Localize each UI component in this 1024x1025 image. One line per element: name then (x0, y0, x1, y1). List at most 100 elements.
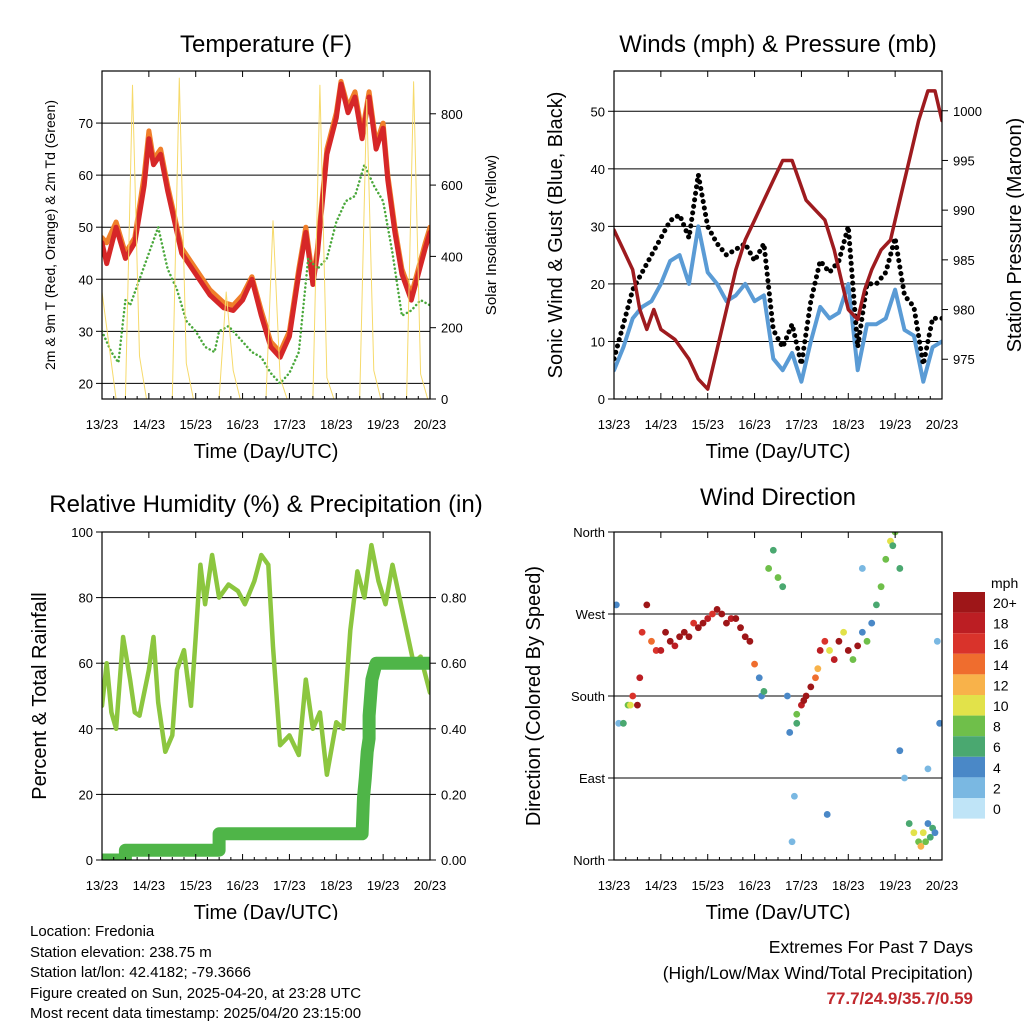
chart-direction (608, 531, 985, 861)
chart-title: Temperature (F) (180, 31, 352, 58)
y-tick-label: 60 (79, 656, 93, 671)
x-axis-label: Time (Day/UTC) (706, 902, 851, 920)
direction-point (741, 633, 749, 641)
x-tick-label: 20/23 (926, 417, 959, 432)
y-tick-label: West (576, 607, 606, 622)
y-axis-label: Sonic Wind & Gust (Blue, Black) (545, 92, 567, 379)
y-tick-label: 40 (79, 722, 93, 737)
y-right-tick-label: 975 (953, 352, 975, 367)
y-tick-label: 30 (591, 219, 605, 234)
direction-point (765, 565, 773, 572)
x-tick-label: 16/23 (226, 417, 259, 432)
direction-point (666, 637, 674, 645)
plot-frame (101, 70, 431, 400)
colorbar-swatch (953, 592, 985, 613)
colorbar-swatch (953, 715, 985, 737)
y-tick-label: East (579, 771, 605, 786)
series-sonic-wind (614, 224, 942, 384)
direction-point (854, 642, 862, 650)
series-relative-humidity (102, 542, 430, 777)
series-gust (614, 172, 942, 367)
direction-point (791, 792, 798, 800)
direction-point (634, 701, 641, 709)
direction-point (849, 656, 857, 663)
x-tick-label: 14/23 (645, 417, 678, 432)
x-tick-label: 18/23 (832, 878, 865, 893)
x-tick-label: 13/23 (598, 878, 631, 893)
y-tick-label: North (573, 853, 605, 868)
direction-point (926, 833, 934, 841)
y-right-tick-label: 995 (953, 153, 975, 168)
y-right-tick-label: 980 (953, 303, 975, 318)
x-tick-label: 18/23 (320, 417, 353, 432)
direction-point (614, 601, 620, 609)
direction-point (671, 642, 679, 650)
x-tick-label: 16/23 (738, 878, 771, 893)
y-right-tick-label: 0.40 (441, 722, 466, 737)
direction-point (919, 829, 927, 837)
colorbar-label: 16 (993, 636, 1009, 652)
x-tick-label: 17/23 (785, 878, 818, 893)
direction-point (802, 692, 810, 700)
x-tick-label: 20/23 (414, 878, 447, 893)
series-station-pressure (614, 89, 942, 391)
colorbar-swatch (953, 736, 985, 757)
direction-point (676, 633, 683, 641)
direction-point (694, 624, 702, 632)
colorbar-label: 14 (993, 657, 1009, 673)
y-right-tick-label: 0.00 (441, 853, 466, 868)
y-right-tick-label: 0.20 (441, 787, 466, 802)
extremes-box: Extremes For Past 7 Days (High/Low/Max W… (663, 934, 973, 1012)
colorbar-label: 4 (993, 760, 1001, 776)
y-right-tick-label: 0.60 (441, 656, 466, 671)
y-axis-label: Direction (Colored By Speed) (523, 566, 545, 826)
direction-point (685, 633, 693, 641)
y-tick-label: 30 (79, 324, 93, 339)
direction-point (858, 565, 866, 572)
x-tick-label: 17/23 (273, 878, 306, 893)
x-tick-label: 15/23 (179, 417, 212, 432)
colorbar-label: 18 (993, 616, 1009, 632)
series-solar-insolation (102, 77, 429, 399)
figure-canvas: Temperature (F) 13/23 14/23 15/23 16/23 17/23… (29, 31, 1024, 920)
direction-point (709, 610, 716, 618)
plot-area (614, 89, 942, 391)
direction-point (821, 637, 829, 645)
direction-point (823, 811, 831, 818)
y-tick-label: South (571, 689, 605, 704)
direction-point (723, 619, 730, 627)
x-tick-label: 14/23 (133, 878, 166, 893)
colorbar-label: 2 (993, 780, 1001, 796)
y-tick-label: 100 (71, 525, 93, 540)
x-tick-label: 18/23 (832, 417, 865, 432)
colorbar-swatch (953, 695, 985, 716)
info-location: Location: Fredonia (30, 923, 155, 940)
y-tick-label: 20 (79, 376, 93, 391)
direction-point (793, 719, 801, 727)
chart-title: Winds (mph) & Pressure (mb) (619, 31, 936, 58)
x-tick-label: 13/23 (598, 417, 631, 432)
chart-temperature (96, 70, 436, 400)
chart-title: Relative Humidity (%) & Precipitation (i… (49, 491, 482, 518)
direction-point (755, 674, 763, 682)
y-tick-label: 40 (591, 162, 605, 177)
y-right-tick-label: 400 (441, 249, 463, 264)
direction-point (863, 637, 871, 645)
direction-point (713, 606, 721, 613)
y-tick-label: 0 (86, 853, 93, 868)
x-tick-label: 17/23 (273, 417, 306, 432)
direction-point (924, 820, 932, 827)
colorbar-label: 8 (993, 719, 1001, 735)
direction-point (699, 619, 707, 627)
direction-point (643, 601, 651, 609)
plot-area (614, 532, 942, 850)
y-right-tick-label: 800 (441, 107, 463, 122)
colorbar-swatch (953, 653, 985, 675)
x-tick-label: 16/23 (738, 417, 771, 432)
direction-point (889, 542, 897, 550)
direction-point (858, 628, 866, 636)
y-right-tick-label: 990 (953, 203, 975, 218)
y-right-tick-label: 985 (953, 253, 975, 268)
colorbar-label: 0 (993, 801, 1001, 817)
series-2m-t (102, 81, 430, 360)
